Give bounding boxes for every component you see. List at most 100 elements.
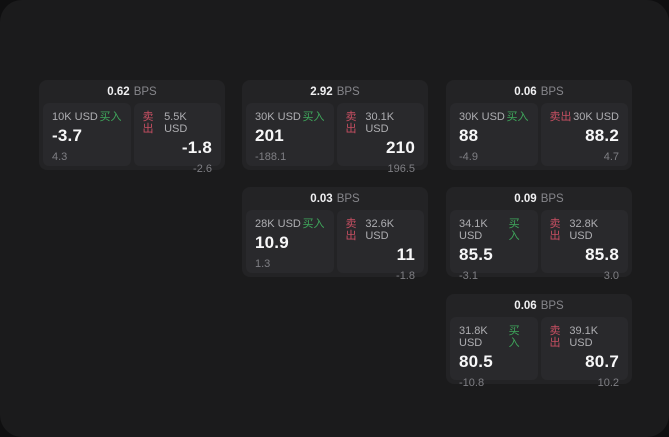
- sell-price: 88.2: [585, 126, 619, 145]
- quote-panels: 31.8K USD 买入 80.5 -10.8 卖出 39.1K USD 80.…: [450, 317, 628, 389]
- spread-value: 2.92: [310, 85, 333, 98]
- quote-card: 0.62 BPS 10K USD 买入 -3.7 4.3 卖出 5.5K USD: [39, 80, 225, 175]
- sell-price: 210: [386, 138, 415, 157]
- buy-side-label: 买入: [302, 111, 325, 123]
- sell-amount: 30.1K USD: [365, 111, 395, 135]
- spread-header: 2.92 BPS: [246, 80, 424, 103]
- sell-panel[interactable]: 卖出 5.5K USD -1.8 -2.6: [133, 103, 221, 175]
- sell-panel[interactable]: 卖出 32.6K USD 11 -1.8: [336, 210, 424, 282]
- buy-panel-top: 30K USD 买入: [459, 111, 529, 123]
- buy-panel[interactable]: 30K USD 买入 88 -4.9: [450, 103, 538, 166]
- buy-price: 88: [459, 126, 479, 145]
- quote-panels: 28K USD 买入 10.9 1.3 卖出 32.6K USD 11 -1.8: [246, 210, 424, 282]
- sell-panel[interactable]: 卖出 39.1K USD 80.7 10.2: [540, 317, 628, 389]
- quote-column-1: 0.62 BPS 10K USD 买入 -3.7 4.3 卖出 5.5K USD: [39, 80, 225, 175]
- buy-panel[interactable]: 30K USD 买入 201 -188.1: [246, 103, 334, 166]
- sell-side-label: 卖出: [549, 325, 561, 349]
- sell-panel[interactable]: 卖出 30K USD 88.2 4.7: [540, 103, 628, 166]
- spread-value: 0.09: [514, 192, 537, 205]
- sell-panel-top: 卖出 30K USD: [550, 111, 620, 123]
- buy-side-label: 买入: [506, 111, 529, 123]
- buy-price: 85.5: [459, 245, 493, 264]
- buy-delta: 4.3: [52, 151, 68, 163]
- quote-card: 0.06 BPS 30K USD 买入 88 -4.9 卖出 30K USD: [446, 80, 632, 170]
- spread-header: 0.09 BPS: [450, 187, 628, 210]
- bps-label: BPS: [540, 85, 564, 98]
- spread-header: 0.06 BPS: [450, 80, 628, 103]
- buy-amount: 30K USD: [255, 111, 301, 123]
- sell-price: 11: [396, 245, 415, 264]
- sell-price: -1.8: [181, 138, 212, 157]
- spread-header: 0.62 BPS: [43, 80, 221, 103]
- sell-panel-top: 卖出 32.8K USD: [550, 218, 620, 242]
- sell-panel[interactable]: 卖出 30.1K USD 210 196.5: [336, 103, 424, 175]
- quote-panels: 10K USD 买入 -3.7 4.3 卖出 5.5K USD -1.8 -2.…: [43, 103, 221, 175]
- sell-amount: 32.6K USD: [365, 218, 395, 242]
- buy-side-label: 买入: [508, 218, 520, 242]
- sell-panel[interactable]: 卖出 32.8K USD 85.8 3.0: [540, 210, 628, 282]
- sell-side-label: 卖出: [345, 218, 357, 242]
- sell-side-label: 卖出: [142, 111, 154, 135]
- sell-delta: 4.7: [603, 151, 619, 163]
- spread-value: 0.62: [107, 85, 130, 98]
- sell-side-label: 卖出: [549, 111, 572, 123]
- spread-value: 0.03: [310, 192, 333, 205]
- bps-label: BPS: [336, 192, 360, 205]
- quote-panels: 30K USD 买入 88 -4.9 卖出 30K USD 88.2 4.7: [450, 103, 628, 166]
- buy-panel[interactable]: 28K USD 买入 10.9 1.3: [246, 210, 334, 273]
- quote-panels: 30K USD 买入 201 -188.1 卖出 30.1K USD 210 1…: [246, 103, 424, 175]
- buy-panel[interactable]: 10K USD 买入 -3.7 4.3: [43, 103, 131, 166]
- quote-card: 2.92 BPS 30K USD 买入 201 -188.1 卖出 30.1K …: [242, 80, 428, 175]
- buy-price: -3.7: [52, 126, 83, 145]
- buy-amount: 31.8K USD: [459, 325, 488, 349]
- sell-delta: -2.6: [193, 163, 212, 175]
- buy-price: 10.9: [255, 233, 289, 252]
- sell-delta: -1.8: [396, 270, 415, 282]
- sell-side-label: 卖出: [549, 218, 561, 242]
- bps-label: BPS: [133, 85, 157, 98]
- buy-panel[interactable]: 34.1K USD 买入 85.5 -3.1: [450, 210, 538, 282]
- buy-panel-top: 31.8K USD 买入: [459, 325, 529, 349]
- sell-panel-top: 卖出 30.1K USD: [346, 111, 416, 135]
- quote-card: 0.06 BPS 31.8K USD 买入 80.5 -10.8 卖出 39.1…: [446, 294, 632, 389]
- buy-side-label: 买入: [99, 111, 122, 123]
- sell-price: 80.7: [585, 352, 619, 371]
- spread-header: 0.03 BPS: [246, 187, 424, 210]
- buy-delta: -188.1: [255, 151, 287, 163]
- buy-delta: -10.8: [459, 377, 485, 389]
- spread-value: 0.06: [514, 85, 537, 98]
- buy-delta: 1.3: [255, 258, 271, 270]
- buy-panel-top: 28K USD 买入: [255, 218, 325, 230]
- quote-column-3: 0.06 BPS 30K USD 买入 88 -4.9 卖出 30K USD: [446, 80, 632, 389]
- buy-panel-top: 30K USD 买入: [255, 111, 325, 123]
- sell-amount: 39.1K USD: [569, 325, 599, 349]
- buy-amount: 28K USD: [255, 218, 301, 230]
- buy-amount: 10K USD: [52, 111, 98, 123]
- buy-amount: 30K USD: [459, 111, 505, 123]
- buy-delta: -3.1: [459, 270, 478, 282]
- buy-side-label: 买入: [508, 325, 520, 349]
- buy-panel-top: 34.1K USD 买入: [459, 218, 529, 242]
- buy-price: 80.5: [459, 352, 493, 371]
- buy-panel[interactable]: 31.8K USD 买入 80.5 -10.8: [450, 317, 538, 389]
- sell-amount: 30K USD: [573, 111, 619, 123]
- quote-panels: 34.1K USD 买入 85.5 -3.1 卖出 32.8K USD 85.8…: [450, 210, 628, 282]
- buy-delta: -4.9: [459, 151, 478, 163]
- sell-price: 85.8: [585, 245, 619, 264]
- sell-panel-top: 卖出 32.6K USD: [346, 218, 416, 242]
- sell-side-label: 卖出: [345, 111, 357, 135]
- sell-delta: 10.2: [597, 377, 619, 389]
- sell-amount: 5.5K USD: [164, 111, 188, 135]
- buy-amount: 34.1K USD: [459, 218, 488, 242]
- sell-panel-top: 卖出 39.1K USD: [550, 325, 620, 349]
- sell-panel-top: 卖出 5.5K USD: [143, 111, 213, 135]
- quote-card: 0.09 BPS 34.1K USD 买入 85.5 -3.1 卖出 32.8K…: [446, 187, 632, 282]
- spread-header: 0.06 BPS: [450, 294, 628, 317]
- sell-delta: 3.0: [603, 270, 619, 282]
- bps-label: BPS: [336, 85, 360, 98]
- buy-side-label: 买入: [302, 218, 325, 230]
- quote-card: 0.03 BPS 28K USD 买入 10.9 1.3 卖出 32.6K US…: [242, 187, 428, 282]
- sell-amount: 32.8K USD: [569, 218, 599, 242]
- quote-column-2: 2.92 BPS 30K USD 买入 201 -188.1 卖出 30.1K …: [242, 80, 428, 282]
